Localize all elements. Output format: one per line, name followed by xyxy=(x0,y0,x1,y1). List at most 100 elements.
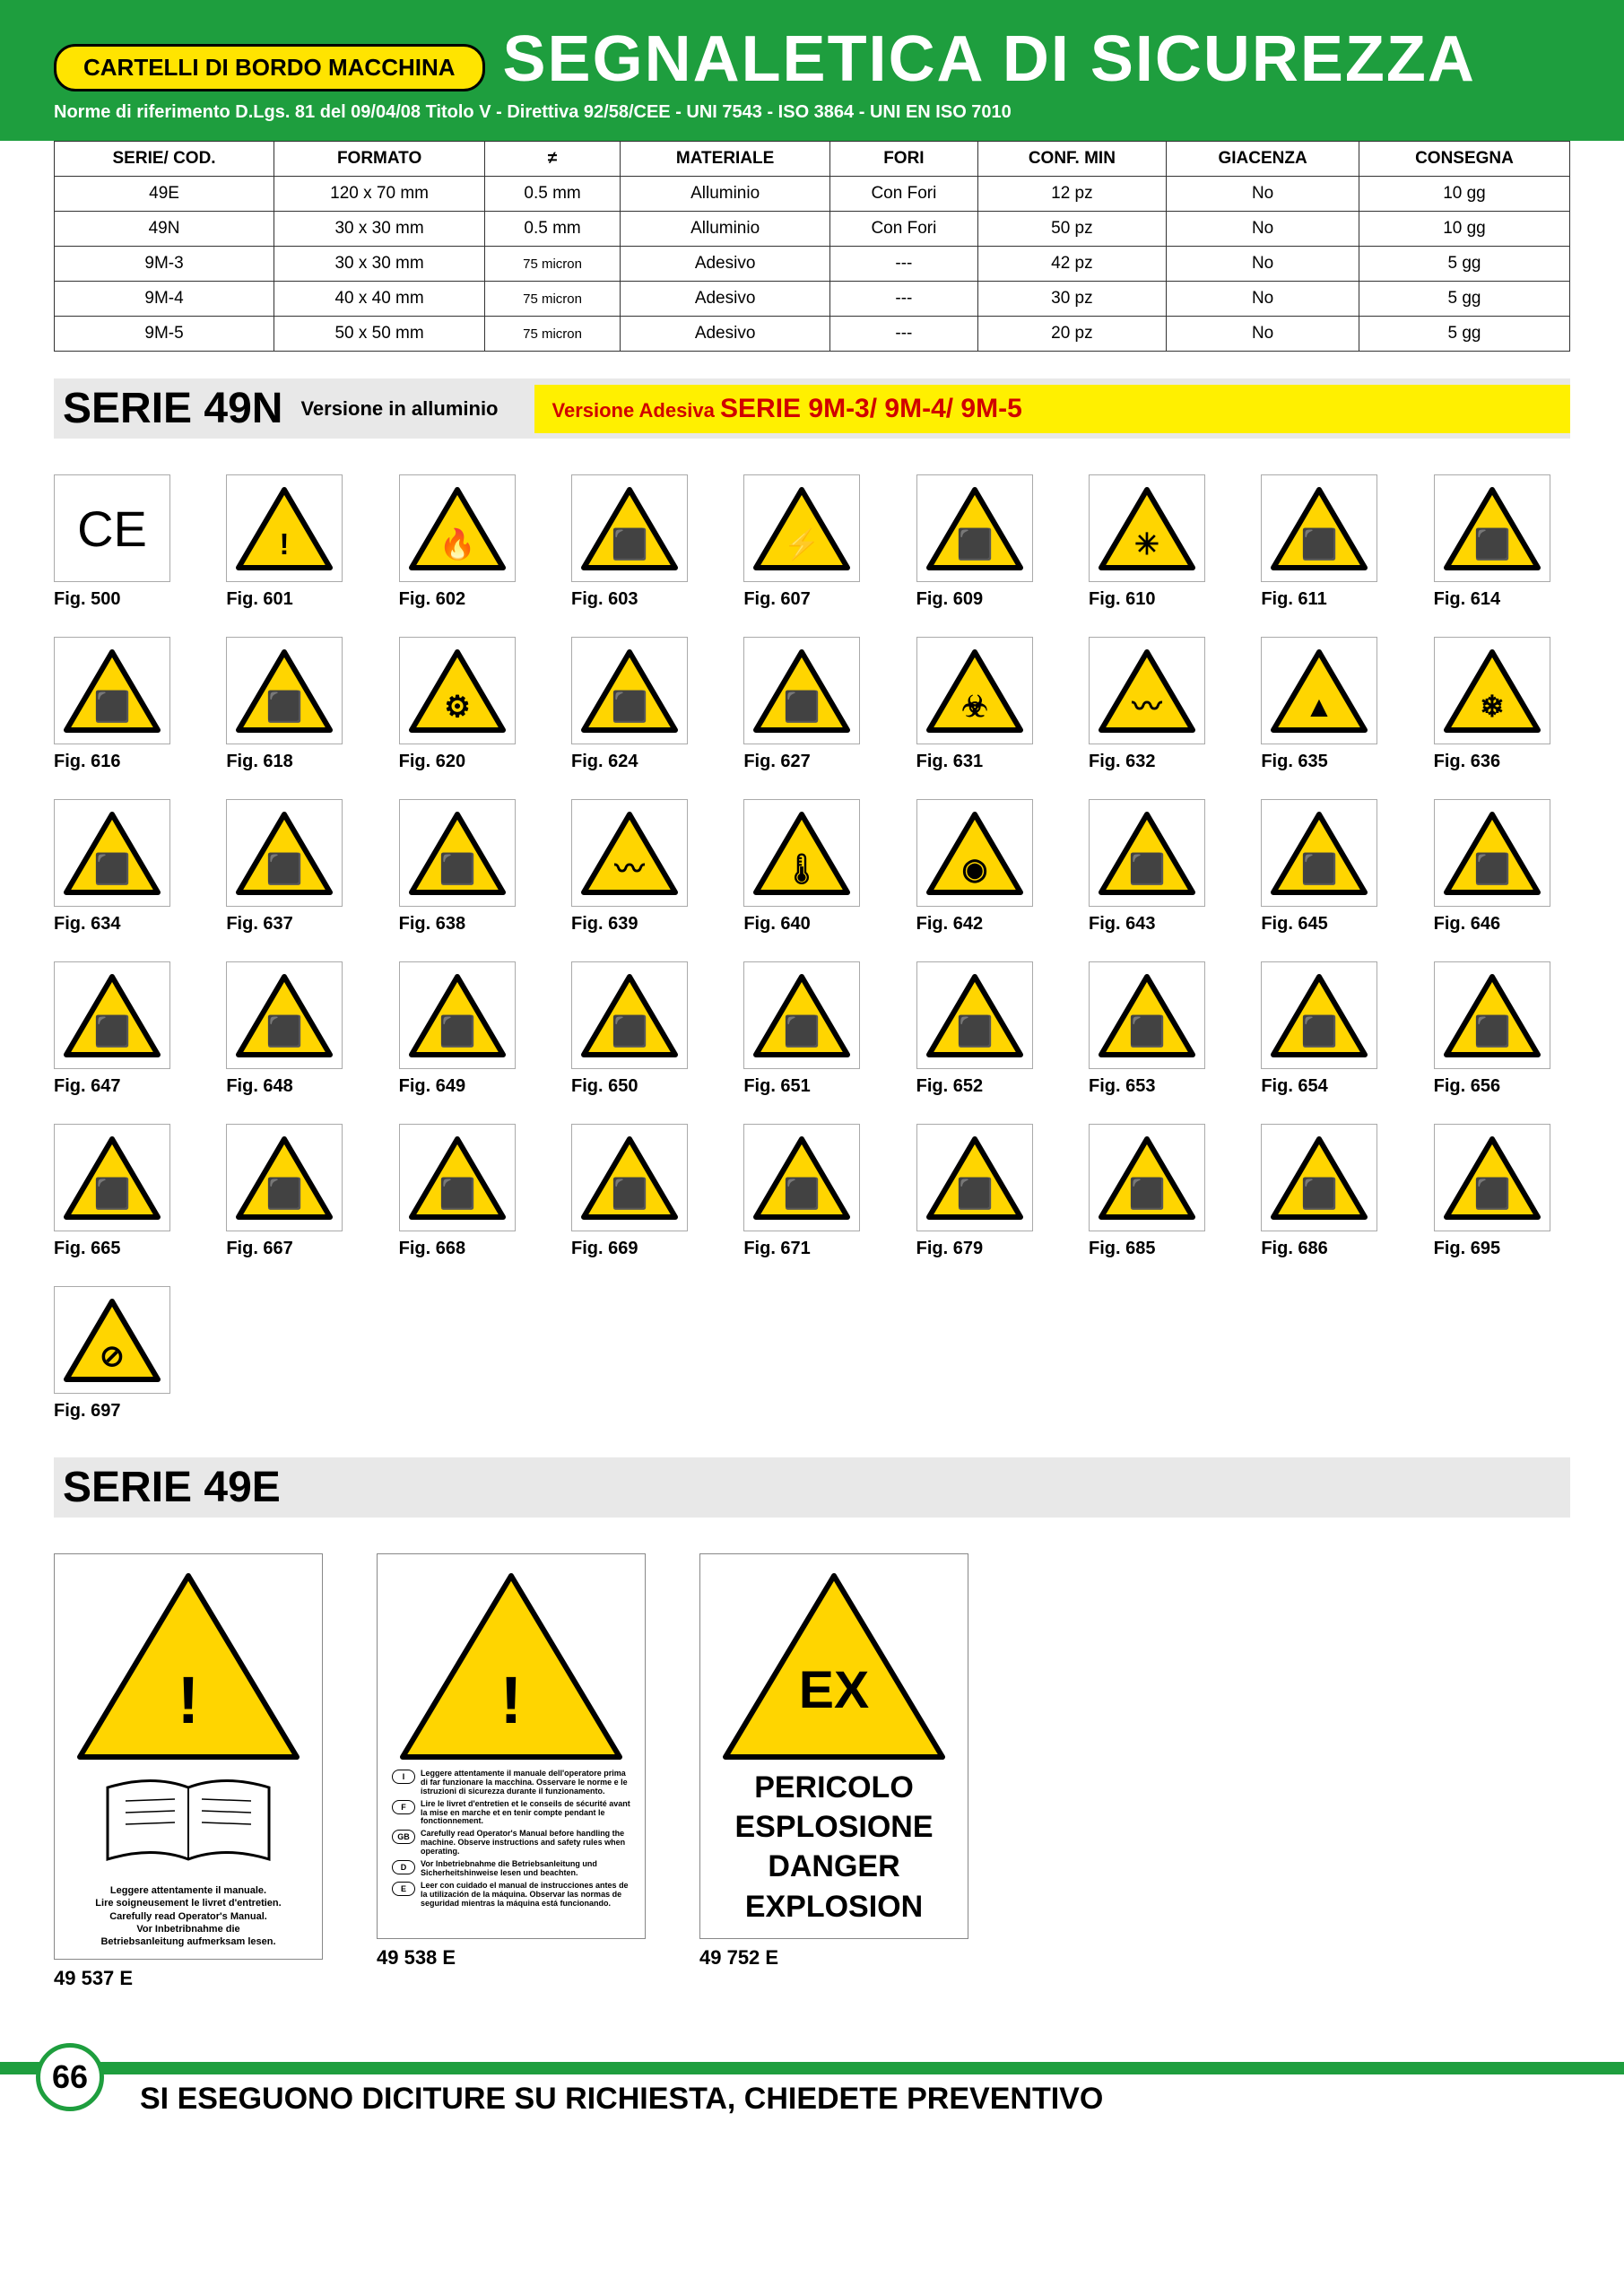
table-cell: 9M-4 xyxy=(55,282,274,317)
section-49n-title: SERIE 49N xyxy=(54,378,300,439)
page-footer: 66 SI ESEGUONO DICITURE SU RICHIESTA, CH… xyxy=(0,2062,1624,2117)
sign-box: ⬛ xyxy=(571,1124,688,1231)
sign-cell: ⬛ Fig. 652 xyxy=(916,961,1053,1097)
table-cell: 30 pz xyxy=(977,282,1167,317)
sign-caption: Fig. 648 xyxy=(226,1076,362,1097)
sign-box: 〰 xyxy=(1089,637,1205,744)
sign-box: ⬛ xyxy=(1434,799,1550,907)
sign-caption: Fig. 637 xyxy=(226,914,362,935)
svg-text:⬛: ⬛ xyxy=(266,1014,303,1048)
sign-box: ⬛ xyxy=(1089,1124,1205,1231)
serie-49e-row: ! Leggere attentamente il manuale.Lire s… xyxy=(54,1553,1570,1990)
sign-caption: Fig. 695 xyxy=(1434,1239,1570,1259)
sign-cell: ⬛ Fig. 671 xyxy=(743,1124,880,1259)
sign-box: ✳ xyxy=(1089,474,1205,582)
sign-box: ⬛ xyxy=(1434,1124,1550,1231)
table-cell: No xyxy=(1167,247,1359,282)
sign-caption: Fig. 618 xyxy=(226,752,362,772)
footer-text: SI ESEGUONO DICITURE SU RICHIESTA, CHIED… xyxy=(140,2082,1103,2117)
table-cell: --- xyxy=(830,317,977,352)
sign-box: ⬛ xyxy=(399,961,516,1069)
lang-code: I xyxy=(392,1770,415,1784)
sign-cell: ⬛ Fig. 665 xyxy=(54,1124,190,1259)
svg-text:⬛: ⬛ xyxy=(956,1014,993,1048)
sign-caption: Fig. 603 xyxy=(571,589,708,610)
sign-cell: 〰 Fig. 632 xyxy=(1089,637,1225,772)
sign-caption: Fig. 611 xyxy=(1261,589,1397,610)
table-cell: 10 gg xyxy=(1359,212,1569,247)
svg-text:EX: EX xyxy=(799,1661,869,1719)
svg-text:⬛: ⬛ xyxy=(1128,1177,1165,1211)
sign-caption: Fig. 671 xyxy=(743,1239,880,1259)
svg-text:⬛: ⬛ xyxy=(266,1177,303,1211)
svg-text:!: ! xyxy=(500,1663,523,1737)
sign-cell: ⬛ Fig. 667 xyxy=(226,1124,362,1259)
sign-cell: ⬛ Fig. 624 xyxy=(571,637,708,772)
sign-box: ⬛ xyxy=(743,961,860,1069)
sign-caption: Fig. 652 xyxy=(916,1076,1053,1097)
sign-box: ◉ xyxy=(916,799,1033,907)
sign-box: 🌡 xyxy=(743,799,860,907)
page-number: 66 xyxy=(36,2043,104,2111)
sign-box: ⬛ xyxy=(1261,799,1377,907)
page-header: CARTELLI DI BORDO MACCHINA SEGNALETICA D… xyxy=(0,0,1624,141)
lang-row: ELeer con cuidado el manual de instrucci… xyxy=(392,1882,630,1909)
svg-text:⬛: ⬛ xyxy=(93,852,130,886)
sign-cell: ⬛ Fig. 686 xyxy=(1261,1124,1397,1259)
table-cell: --- xyxy=(830,282,977,317)
sign-cell: ⬛ Fig. 647 xyxy=(54,961,190,1097)
sign-caption: Fig. 632 xyxy=(1089,752,1225,772)
sign-caption: Fig. 601 xyxy=(226,589,362,610)
sign-box: ⬛ xyxy=(1089,799,1205,907)
table-row: 9M-550 x 50 mm75 micronAdesivo---20 pzNo… xyxy=(55,317,1570,352)
sign-box: ⚙ xyxy=(399,637,516,744)
explosion-text: PERICOLOESPLOSIONEDANGEREXPLOSION xyxy=(734,1768,933,1926)
sign-cell: CEFig. 500 xyxy=(54,474,190,610)
sign-cell: ⬛ Fig. 616 xyxy=(54,637,190,772)
svg-text:⬛: ⬛ xyxy=(1128,1014,1165,1048)
svg-text:⬛: ⬛ xyxy=(611,527,647,561)
sign-cell: ! Fig. 601 xyxy=(226,474,362,610)
svg-text:⬛: ⬛ xyxy=(1301,852,1338,886)
sign-caption: Fig. 686 xyxy=(1261,1239,1397,1259)
sign-box: ⬛ xyxy=(1261,1124,1377,1231)
sign-box: ⬛ xyxy=(54,1124,170,1231)
svg-text:⬛: ⬛ xyxy=(1128,852,1165,886)
sign-caption: Fig. 656 xyxy=(1434,1076,1570,1097)
big-sign-code: 49 537 E xyxy=(54,1967,323,1990)
sign-caption: Fig. 627 xyxy=(743,752,880,772)
lang-code: D xyxy=(392,1860,415,1874)
svg-text:⬛: ⬛ xyxy=(439,1014,475,1048)
svg-text:🌡: 🌡 xyxy=(783,852,821,885)
lang-text: Leggere attentamente il manuale dell'ope… xyxy=(421,1770,630,1796)
sign-box: 〰 xyxy=(571,799,688,907)
table-cell: Con Fori xyxy=(830,212,977,247)
sign-box: ⬛ xyxy=(1434,961,1550,1069)
table-row: 9M-330 x 30 mm75 micronAdesivo---42 pzNo… xyxy=(55,247,1570,282)
big-sign-frame: ! I Leggere attentamente il manuale dell'… xyxy=(377,1553,646,1939)
sign-cell: ⬛ Fig. 650 xyxy=(571,961,708,1097)
sign-cell: ⚙ Fig. 620 xyxy=(399,637,535,772)
svg-text:⬛: ⬛ xyxy=(784,1177,821,1211)
sign-caption: Fig. 639 xyxy=(571,914,708,935)
sign-box: CE xyxy=(54,474,170,582)
sign-caption: Fig. 668 xyxy=(399,1239,535,1259)
table-cell: No xyxy=(1167,212,1359,247)
svg-text:!: ! xyxy=(178,1663,200,1737)
table-cell: Adesivo xyxy=(621,282,830,317)
svg-text:⊘: ⊘ xyxy=(100,1339,125,1372)
sign-caption: Fig. 651 xyxy=(743,1076,880,1097)
table-cell: 42 pz xyxy=(977,247,1167,282)
svg-text:⬛: ⬛ xyxy=(956,527,993,561)
lang-text: Lire le livret d'entretien et le conseil… xyxy=(421,1800,630,1827)
header-subtitle: Norme di riferimento D.Lgs. 81 del 09/04… xyxy=(54,102,1570,123)
table-row: 49N30 x 30 mm0.5 mmAlluminioCon Fori50 p… xyxy=(55,212,1570,247)
sign-caption: Fig. 643 xyxy=(1089,914,1225,935)
sign-caption: Fig. 602 xyxy=(399,589,535,610)
band-title: SERIE 9M-3/ 9M-4/ 9M-5 xyxy=(720,394,1022,423)
sign-cell: ⬛ Fig. 656 xyxy=(1434,961,1570,1097)
svg-text:⬛: ⬛ xyxy=(1301,1177,1338,1211)
svg-text:✳: ✳ xyxy=(1134,527,1159,561)
svg-text:⬛: ⬛ xyxy=(439,1177,475,1211)
sign-box: ⬛ xyxy=(226,1124,343,1231)
